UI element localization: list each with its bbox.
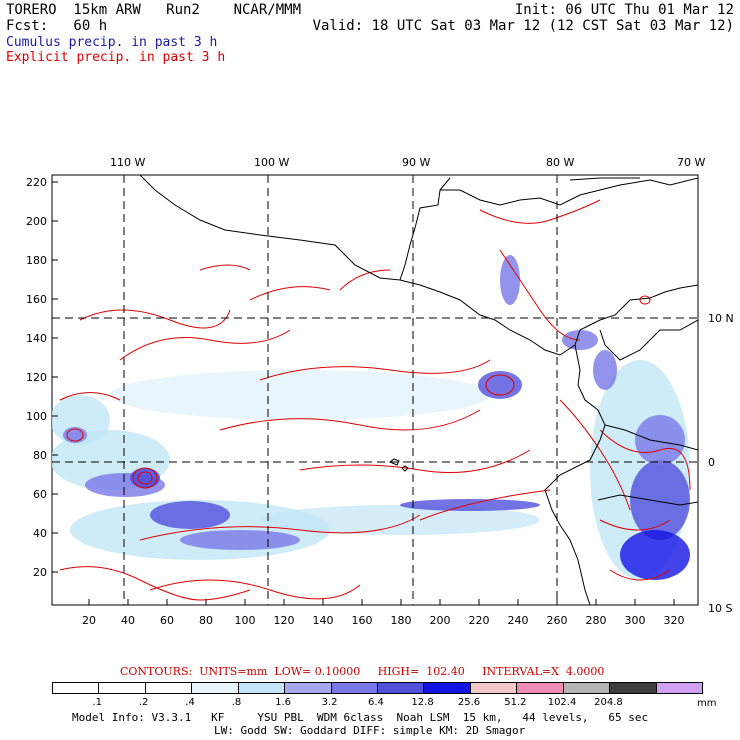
legend-value-label: .4 (185, 697, 195, 708)
grid-y-label: 100 (26, 410, 47, 423)
legend-color-box (516, 682, 563, 694)
legend-color-box (145, 682, 192, 694)
grid-x-label: 320 (664, 614, 685, 627)
grid-y-label: 120 (26, 371, 47, 384)
right-lat-labels: 10 N 0 10 S (708, 312, 734, 615)
legend-color-box (423, 682, 470, 694)
legend-value-label: .2 (139, 697, 149, 708)
lon-label: 110 W (110, 156, 145, 169)
legend-color-box (284, 682, 331, 694)
legend-value-label: 1.6 (275, 697, 291, 708)
legend-color-box (331, 682, 378, 694)
legend-value-label: .8 (232, 697, 242, 708)
grid-x-label: 80 (199, 614, 213, 627)
legend-color-box (656, 682, 703, 694)
legend-value-label: 102.4 (548, 697, 577, 708)
grid-x-label: 40 (121, 614, 135, 627)
legend-color-box (609, 682, 656, 694)
legend-value-label: 12.8 (411, 697, 433, 708)
grid-y-label: 80 (33, 449, 47, 462)
lon-label: 100 W (254, 156, 289, 169)
grid-x-label: 100 (235, 614, 256, 627)
lon-label: 70 W (677, 156, 705, 169)
legend-value-label: .1 (92, 697, 102, 708)
legend-color-box (470, 682, 517, 694)
lat-label: 0 (708, 456, 715, 469)
grid-x-label: 200 (430, 614, 451, 627)
lon-label: 90 W (402, 156, 430, 169)
grid-y-label: 200 (26, 215, 47, 228)
grid-y-label: 140 (26, 332, 47, 345)
legend-value-label: 3.2 (322, 697, 338, 708)
legend-value-label: 204.8 (594, 697, 623, 708)
legend-unit: mm (697, 698, 716, 709)
contours-info: CONTOURS: UNITS=mm LOW= 0.10000 HIGH= 10… (120, 665, 604, 678)
grid-x-label: 300 (625, 614, 646, 627)
grid-y-label: 20 (33, 566, 47, 579)
legend-color-box (98, 682, 145, 694)
precip-map: 110 W 100 W 90 W 80 W 70 W 10 N 0 10 S 2… (0, 0, 740, 640)
grid-x-label: 180 (391, 614, 412, 627)
legend-value-label: 25.6 (458, 697, 480, 708)
bottom-grid-labels: 20 40 60 80 100 120 140 160 180 200 220 … (82, 614, 685, 627)
grid-y-label: 60 (33, 488, 47, 501)
legend-color-box (52, 682, 99, 694)
lat-label: 10 S (708, 602, 732, 615)
grid-x-label: 140 (313, 614, 334, 627)
lat-label: 10 N (708, 312, 734, 325)
grid-x-label: 60 (160, 614, 174, 627)
grid-y-label: 220 (26, 176, 47, 189)
legend-color-box (563, 682, 610, 694)
left-grid-labels: 220 200 180 160 140 120 100 80 60 40 20 (26, 176, 47, 579)
grid-x-label: 20 (82, 614, 96, 627)
grid-x-label: 280 (586, 614, 607, 627)
grid-x-label: 240 (508, 614, 529, 627)
legend-value-label: 51.2 (504, 697, 526, 708)
grid-x-label: 160 (352, 614, 373, 627)
legend-color-box (191, 682, 238, 694)
grid-y-label: 180 (26, 254, 47, 267)
top-lon-labels: 110 W 100 W 90 W 80 W 70 W (110, 156, 705, 169)
model-info-line1: Model Info: V3.3.1 KF YSU PBL WDM 6class… (72, 711, 648, 724)
legend-value-label: 6.4 (368, 697, 384, 708)
grid-x-label: 220 (469, 614, 490, 627)
lon-label: 80 W (546, 156, 574, 169)
grid-y-label: 40 (33, 527, 47, 540)
grid-x-label: 120 (274, 614, 295, 627)
grid-x-label: 260 (547, 614, 568, 627)
legend-color-box (238, 682, 285, 694)
model-info-line2: LW: Godd SW: Goddard DIFF: simple KM: 2D… (214, 724, 525, 737)
grid-y-label: 160 (26, 293, 47, 306)
legend-color-box (377, 682, 424, 694)
